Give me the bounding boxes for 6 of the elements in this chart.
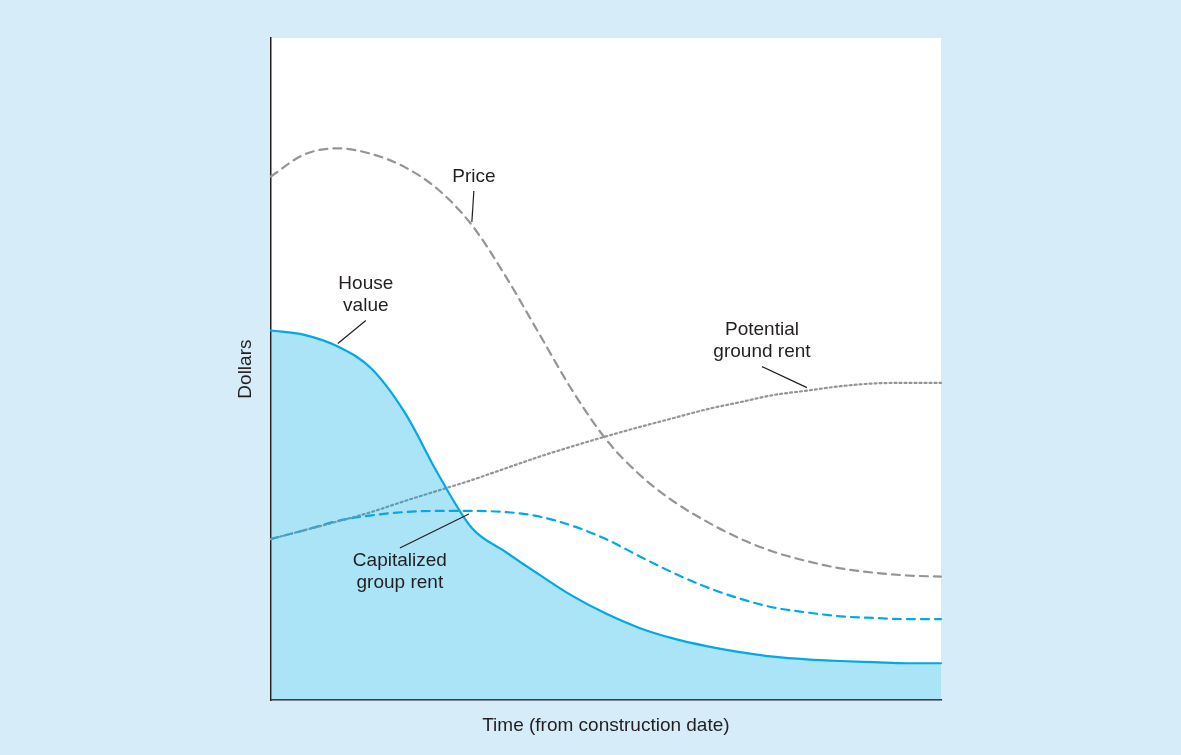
series-label: Potential ground rent xyxy=(713,318,812,362)
series-label: Capitalized group rent xyxy=(352,548,447,592)
series-label: House value xyxy=(338,272,394,316)
series-label: Price xyxy=(452,164,496,186)
x-axis-title: Time (from construction date) xyxy=(482,713,730,735)
y-axis-title: Dollars xyxy=(233,339,255,399)
